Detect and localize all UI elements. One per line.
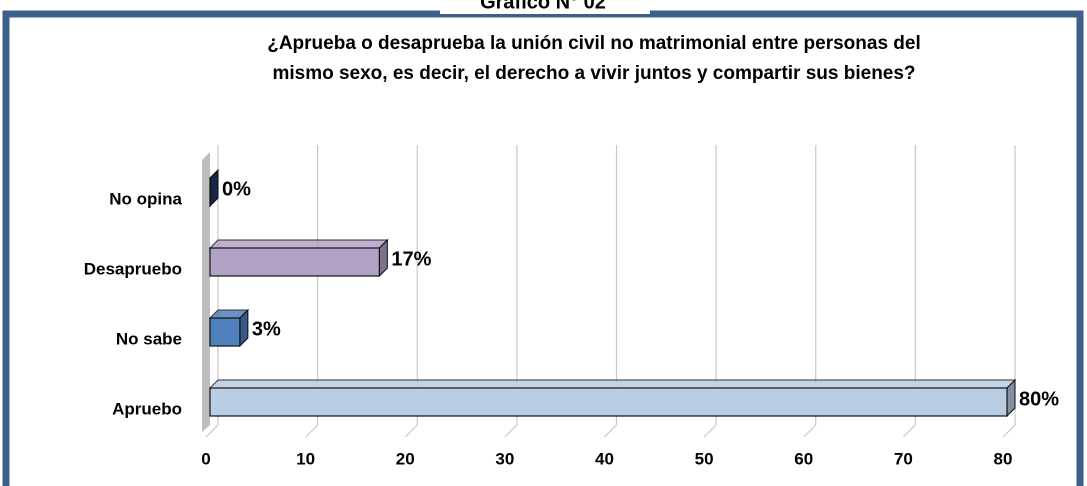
bar — [208, 238, 389, 278]
grid-floor — [1002, 424, 1016, 438]
value-label: 17% — [391, 248, 431, 270]
x-tick-label: 20 — [396, 449, 415, 468]
chart-title: ¿Aprueba o desaprueba la unión civil no … — [267, 33, 921, 84]
y-tick-label: No opina — [109, 189, 182, 208]
grid-floor — [803, 424, 817, 438]
x-tick-label: 40 — [595, 449, 614, 468]
bar — [209, 168, 219, 208]
y-tick-label: Apruebo — [112, 399, 182, 418]
x-tick-label: 70 — [894, 449, 913, 468]
grid-floor — [703, 424, 717, 438]
bar-front — [209, 387, 1008, 417]
bar-front — [209, 177, 212, 207]
header: Gráfico N° 02 — [480, 0, 606, 13]
grid-floor — [305, 424, 319, 438]
value-label: 3% — [252, 318, 281, 340]
grid-floor — [205, 424, 219, 438]
y-tick-label: No sabe — [116, 329, 182, 348]
header-backing — [440, 0, 650, 14]
x-tick-label: 10 — [296, 449, 315, 468]
grid-floor — [604, 424, 617, 438]
x-tick-label: 0 — [201, 449, 210, 468]
grid-floor — [404, 424, 418, 438]
bar-front — [209, 317, 241, 347]
x-tick-label: 50 — [695, 449, 714, 468]
bar-end — [209, 168, 219, 208]
y-tick-label: Desapruebo — [84, 259, 182, 278]
bar-front — [209, 247, 380, 277]
bar-top — [208, 379, 1017, 389]
x-tick-label: 80 — [994, 449, 1013, 468]
bar — [208, 378, 1017, 418]
bar-top — [208, 239, 389, 249]
grid-floor — [902, 424, 916, 438]
x-tick-label: 30 — [495, 449, 514, 468]
grid-floor — [504, 424, 518, 438]
x-tick-label: 60 — [794, 449, 813, 468]
side-wall — [202, 152, 210, 432]
value-label: 80% — [1019, 388, 1059, 410]
bar — [208, 308, 250, 348]
value-label: 0% — [222, 178, 251, 200]
